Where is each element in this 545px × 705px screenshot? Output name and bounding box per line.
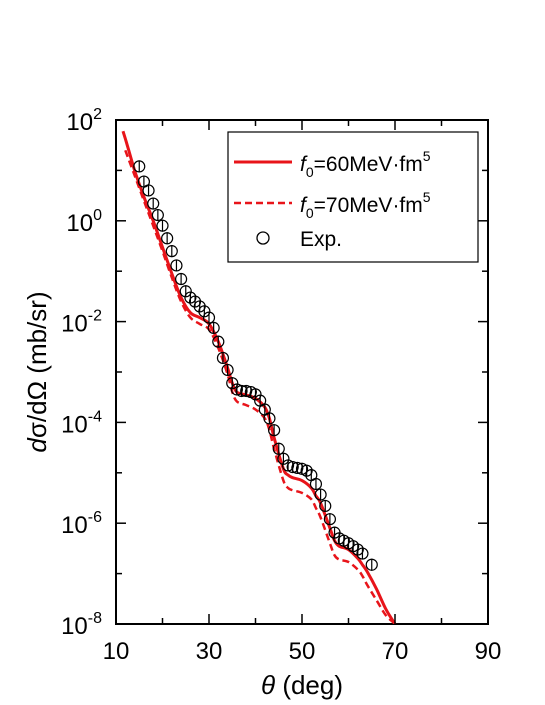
exp-point xyxy=(165,245,178,258)
legend-swatch-exp xyxy=(256,231,270,245)
exp-point xyxy=(221,363,234,377)
y-tick-label: 102 xyxy=(66,106,102,136)
legend-text-solid: =60MeV·fm xyxy=(314,153,423,176)
exp-point xyxy=(226,377,239,390)
exp-point xyxy=(142,184,155,197)
exp-point xyxy=(133,160,146,173)
exp-point xyxy=(184,291,197,304)
exp-point xyxy=(309,477,323,491)
exp-point xyxy=(323,513,336,526)
exp-markers xyxy=(133,160,378,571)
exp-point xyxy=(170,259,183,272)
exp-point xyxy=(365,558,378,571)
legend-f-dashed: f xyxy=(300,194,308,217)
y-axis-slash: / xyxy=(22,414,52,422)
x-axis-symbol: θ xyxy=(261,670,275,700)
y-tick-label: 100 xyxy=(66,207,102,237)
y-axis-ticks: 102 100 10-2 10-4 10-6 10-8 xyxy=(61,106,488,640)
legend-label-solid: f0=60MeV·fm5 xyxy=(300,148,431,180)
x-tick-label: 30 xyxy=(196,638,223,665)
exp-point xyxy=(235,384,248,398)
legend-sup-solid: 5 xyxy=(423,148,431,164)
exp-point xyxy=(151,208,164,222)
y-tick-label: 10-6 xyxy=(61,509,102,539)
x-axis-ticks: 10 30 50 70 90 xyxy=(103,120,502,665)
exp-point xyxy=(207,321,220,334)
y-axis-title: dσ/dΩ (mb/sr) xyxy=(22,291,52,452)
exp-point xyxy=(272,442,285,455)
y-tick-label: 10-4 xyxy=(61,408,102,438)
exp-point xyxy=(147,197,160,210)
exp-point xyxy=(156,219,169,232)
legend-text-dashed: =70MeV·fm xyxy=(314,194,423,217)
exp-point xyxy=(356,547,369,560)
exp-point xyxy=(291,461,304,475)
x-tick-label: 90 xyxy=(475,638,502,665)
legend-label-dashed: f0=70MeV·fm5 xyxy=(300,189,431,221)
x-tick-label: 50 xyxy=(289,638,316,665)
exp-point xyxy=(268,424,281,437)
exp-point xyxy=(300,464,313,477)
exp-point xyxy=(263,412,276,425)
y-axis-unit: (mb/sr) xyxy=(22,291,52,381)
exp-point xyxy=(179,285,192,298)
exp-point xyxy=(212,335,225,348)
series-line-dashed xyxy=(124,149,397,624)
exp-point xyxy=(216,351,230,365)
y-axis-d: d xyxy=(22,437,52,453)
legend: f0=60MeV·fm5 f0=70MeV·fm5 Exp. xyxy=(227,131,479,263)
legend-box xyxy=(227,131,479,263)
exp-point xyxy=(314,488,327,501)
exp-point xyxy=(202,311,216,324)
legend-sub-solid: 0 xyxy=(306,164,314,180)
exp-point xyxy=(198,305,211,318)
x-axis-title: θ (deg) xyxy=(261,670,343,700)
exp-point xyxy=(277,452,290,465)
x-tick-label: 70 xyxy=(382,638,409,665)
y-tick-label: 10-8 xyxy=(61,610,102,640)
exp-point xyxy=(286,460,299,474)
y-axis-domega: dΩ xyxy=(22,381,52,415)
exp-point xyxy=(319,499,332,513)
y-axis-sigma: σ xyxy=(22,422,52,438)
exp-point xyxy=(230,383,243,396)
exp-point xyxy=(175,272,188,286)
exp-point xyxy=(161,232,174,245)
legend-sub-dashed: 0 xyxy=(306,205,314,221)
exp-point xyxy=(351,543,364,556)
legend-sup-dashed: 5 xyxy=(423,189,431,205)
legend-label-exp: Exp. xyxy=(300,228,342,251)
legend-f-solid: f xyxy=(300,153,308,176)
x-axis-unit: (deg) xyxy=(275,670,343,700)
exp-point xyxy=(249,388,262,401)
x-tick-label: 10 xyxy=(103,638,130,665)
y-tick-label: 10-2 xyxy=(61,308,102,338)
